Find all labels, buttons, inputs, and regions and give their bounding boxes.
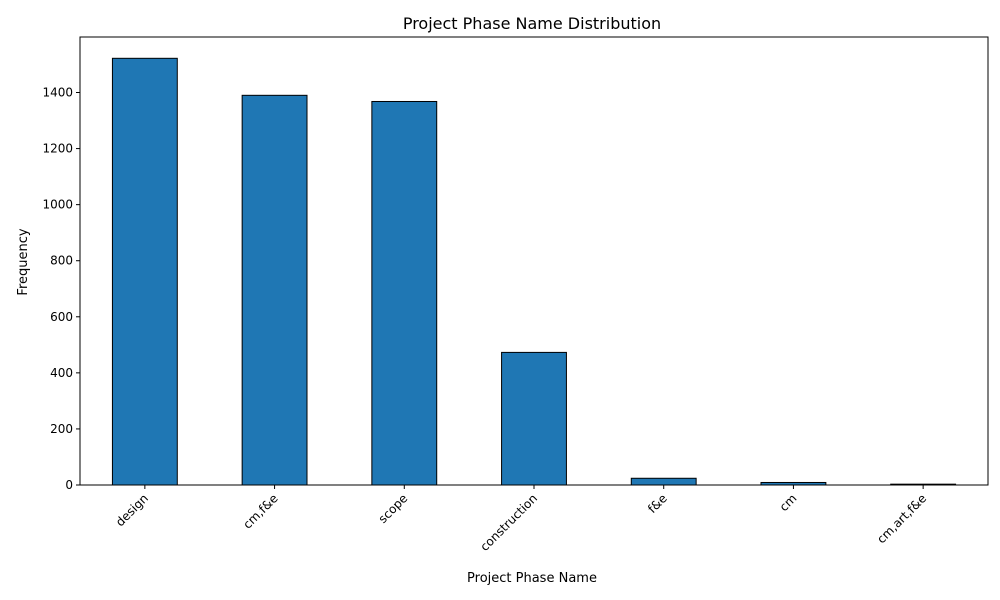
bar-construction	[501, 351, 567, 486]
x-tick-label: cm,f&e	[240, 491, 280, 531]
bars-group	[111, 57, 957, 486]
bar-cm,f&e	[241, 94, 308, 486]
y-axis-label: Frequency	[16, 228, 31, 295]
chart-title: Project Phase Name Distribution	[403, 14, 661, 33]
x-axis: design cm,f&e scope construction f&e cm cm,art…	[113, 485, 929, 554]
x-tick-label: cm,art,f&e	[874, 491, 929, 546]
x-tick-label: scope	[376, 491, 411, 526]
bar-f&e	[630, 477, 697, 486]
y-tick-label: 600	[50, 310, 73, 324]
x-tick-label: f&e	[645, 491, 670, 516]
y-tick-label: 0	[65, 478, 73, 492]
y-tick-label: 1200	[42, 142, 73, 156]
x-axis-label: Project Phase Name	[467, 571, 597, 586]
x-tick-label: design	[113, 491, 151, 529]
bar-scope	[371, 100, 438, 486]
y-tick-label: 1000	[42, 198, 73, 212]
bar-design	[111, 57, 178, 486]
y-axis: 0 200 400 600 800 1000 1200 1400	[42, 86, 80, 492]
y-tick-label: 1400	[42, 86, 73, 100]
x-tick-label: construction	[477, 491, 540, 554]
y-tick-label: 400	[50, 366, 73, 380]
y-tick-label: 200	[50, 422, 73, 436]
x-tick-label: cm	[777, 491, 800, 514]
y-tick-label: 800	[50, 254, 73, 268]
plot-frame	[79, 36, 989, 486]
